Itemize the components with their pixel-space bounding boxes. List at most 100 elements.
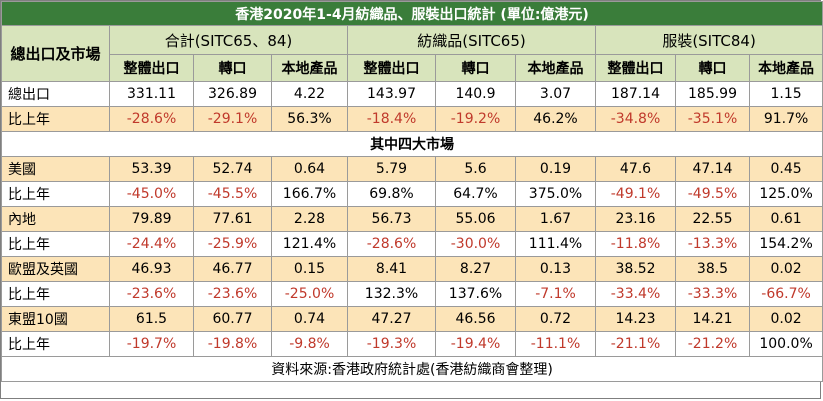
table-cell: 375.0% (515, 181, 596, 207)
group-header-clothing: 服裝(SITC84) (594, 25, 823, 55)
table-cell: -28.6% (347, 231, 436, 257)
row-label: 比上年 (1, 231, 110, 257)
row-label: 內地 (1, 206, 110, 232)
source-row: 資料來源:香港政府統計處(香港紡織商會整理) (0, 356, 823, 382)
table-cell: -33.4% (595, 281, 676, 307)
table-row: 比上年 -23.6% -23.6% -25.0% 132.3% 137.6% -7.1% -3… (1, 281, 823, 307)
row-label: 總出口 (1, 81, 110, 107)
table-cell: 111.4% (515, 231, 596, 257)
table-cell: 8.27 (435, 256, 516, 282)
table-cell: -25.9% (193, 231, 272, 257)
table-row: 歐盟及英國 46.93 46.77 0.15 8.41 8.27 0.13 38.52 38.5… (1, 256, 823, 282)
table-cell: 46.2% (515, 106, 596, 132)
table-cell: 0.64 (271, 156, 348, 182)
row-label: 比上年 (1, 106, 110, 132)
table-row: 美國 53.39 52.74 0.64 5.79 5.6 0.19 47.6 47.14 0.45 (1, 156, 823, 182)
row-label: 美國 (1, 156, 110, 182)
row-label: 比上年 (1, 331, 110, 357)
table-cell: 22.55 (675, 206, 750, 232)
table-cell: 77.61 (193, 206, 272, 232)
table-cell: 91.7% (748, 106, 823, 132)
table-cell: -33.3% (675, 281, 750, 307)
table-cell: 0.13 (515, 256, 596, 282)
table-cell: 64.7% (435, 181, 516, 207)
table-cell: 140.9 (435, 81, 516, 107)
title-row: 香港2020年1-4月紡織品、服裝出口統計 (單位:億港元) (0, 1, 823, 26)
table-cell: -21.1% (595, 331, 676, 357)
table-cell: 0.61 (748, 206, 823, 232)
sub-header-re-exports: 轉口 (675, 54, 750, 82)
table-cell: 47.14 (675, 156, 750, 182)
table-cell: 0.02 (748, 256, 823, 282)
table-cell: 23.16 (595, 206, 676, 232)
table-cell: -9.8% (271, 331, 348, 357)
table-cell: 55.06 (435, 206, 516, 232)
table-cell: -49.1% (595, 181, 676, 207)
table-cell: -23.6% (109, 281, 194, 307)
table-cell: 185.99 (675, 81, 750, 107)
table-cell: 154.2% (748, 231, 823, 257)
group-header-row: 總出口及市場 合計(SITC65、84) 紡織品(SITC65) 服裝(SITC… (1, 25, 823, 82)
table-cell: 38.5 (675, 256, 750, 282)
table-row: 內地 79.89 77.61 2.28 56.73 55.06 1.67 23.16 22.55… (1, 206, 823, 232)
table-cell: 56.73 (347, 206, 436, 232)
table-cell: -19.4% (435, 331, 516, 357)
table-cell: 2.28 (271, 206, 348, 232)
table-cell: 187.14 (595, 81, 676, 107)
table-cell: -28.6% (109, 106, 194, 132)
table-cell: 326.89 (193, 81, 272, 107)
export-statistics-table: 香港2020年1-4月紡織品、服裝出口統計 (單位:億港元) 總出口及市場 合計… (0, 1, 823, 382)
table-cell: 56.3% (271, 106, 348, 132)
table-cell: 79.89 (109, 206, 194, 232)
table-cell: 166.7% (271, 181, 348, 207)
sub-header-re-exports: 轉口 (193, 54, 272, 82)
section-row: 其中四大市場 (0, 131, 823, 157)
table-cell: -25.0% (271, 281, 348, 307)
table-cell: 14.21 (675, 306, 750, 332)
row-label: 比上年 (1, 281, 110, 307)
table-cell: 125.0% (748, 181, 823, 207)
table-cell: -24.4% (109, 231, 194, 257)
sub-header-row: 整體出口 轉口 本地產品 整體出口 轉口 本地產品 整體出口 轉口 本地產品 (2, 54, 823, 82)
table-cell: 121.4% (271, 231, 348, 257)
sub-header-re-exports: 轉口 (435, 54, 516, 82)
table-cell: 0.74 (271, 306, 348, 332)
table-cell: -34.8% (595, 106, 676, 132)
table-cell: 0.02 (748, 306, 823, 332)
table-cell: 0.72 (515, 306, 596, 332)
table-cell: -29.1% (193, 106, 272, 132)
sub-header-domestic: 本地產品 (515, 54, 596, 82)
table-cell: 0.45 (748, 156, 823, 182)
row-label-header: 總出口及市場 (1, 25, 110, 82)
table-cell: 38.52 (595, 256, 676, 282)
table-cell: 143.97 (347, 81, 436, 107)
table-cell: -66.7% (748, 281, 823, 307)
table-row: 比上年 -28.6% -29.1% 56.3% -18.4% -19.2% 46.2% -34… (1, 106, 823, 132)
table-cell: -23.6% (193, 281, 272, 307)
table-cell: 0.19 (515, 156, 596, 182)
table-row: 比上年 -45.0% -45.5% 166.7% 69.8% 64.7% 375.0% -49… (1, 181, 823, 207)
table-row: 比上年 -24.4% -25.9% 121.4% -28.6% -30.0% 111.4% -… (1, 231, 823, 257)
sub-header-domestic: 本地產品 (748, 54, 823, 82)
table-cell: 46.93 (109, 256, 194, 282)
group-header-textiles: 紡織品(SITC65) (347, 25, 596, 55)
group-header-total: 合計(SITC65、84) (109, 25, 348, 55)
table-cell: -49.5% (675, 181, 750, 207)
table-cell: 53.39 (109, 156, 194, 182)
table-cell: -35.1% (675, 106, 750, 132)
table-cell: 3.07 (515, 81, 596, 107)
row-label: 比上年 (1, 181, 110, 207)
table-cell: 5.6 (435, 156, 516, 182)
sub-header-domestic: 本地產品 (271, 54, 348, 82)
table-cell: 137.6% (435, 281, 516, 307)
row-label: 東盟10國 (1, 306, 110, 332)
table-cell: 60.77 (193, 306, 272, 332)
table-cell: 8.41 (347, 256, 436, 282)
table-cell: -19.3% (347, 331, 436, 357)
table-row: 比上年 -19.7% -19.8% -9.8% -19.3% -19.4% -11.1% -2… (1, 331, 823, 357)
table-cell: 61.5 (109, 306, 194, 332)
table-cell: 46.56 (435, 306, 516, 332)
table-cell: 4.22 (271, 81, 348, 107)
table-row: 東盟10國 61.5 60.77 0.74 47.27 46.56 0.72 14.23 14.… (1, 306, 823, 332)
